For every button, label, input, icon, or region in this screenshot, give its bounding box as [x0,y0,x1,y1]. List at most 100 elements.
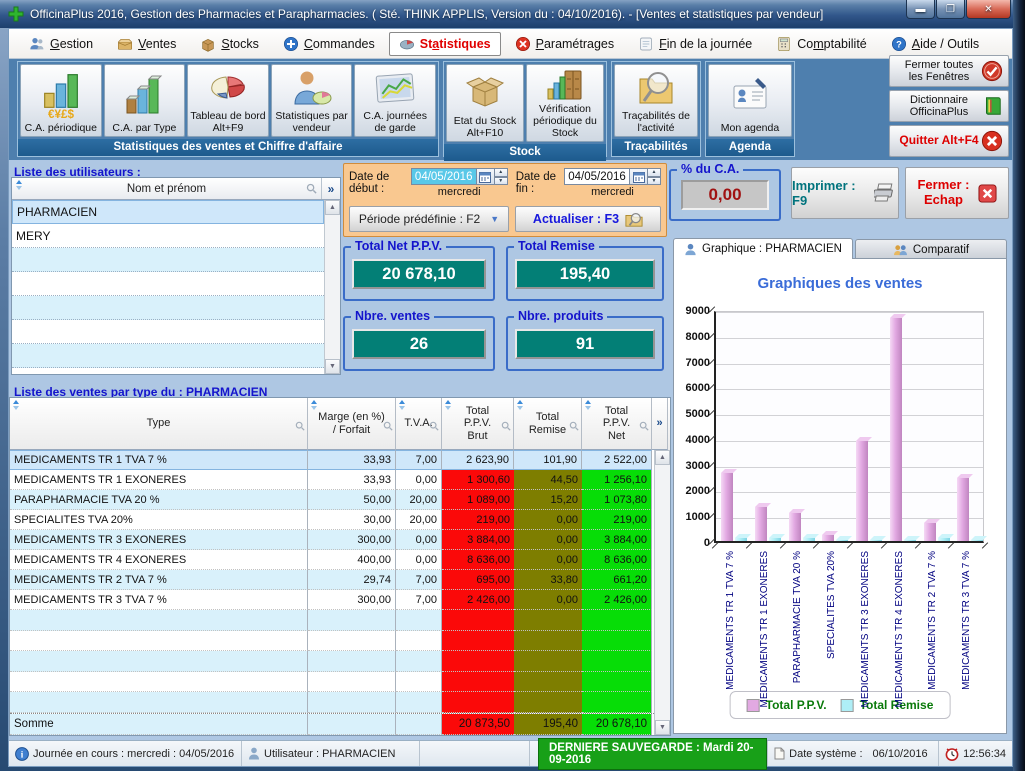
menu-item-fin-de-la-journ-e[interactable]: Fin de la journée [628,32,762,56]
gridline [716,312,983,313]
cell-5: 3 884,00 [582,530,652,550]
minimize-button[interactable]: ▬ [906,0,935,19]
status-backup-section: DERNIERE SAUVEGARDE : Mardi 20-09-2016 [530,738,767,770]
date-start-spinner[interactable]: ▲▼ [495,168,508,185]
table-row-empty[interactable] [10,692,654,713]
users-more-button[interactable]: » [322,178,340,199]
close-view-button[interactable]: Fermer :Echap [905,167,1009,219]
people-icon [893,244,908,256]
column-header-brut[interactable]: Total P.P.V. Brut [442,398,514,450]
toolbar-button-v-rification-p-riodique-du-stock[interactable]: Vérification périodique du Stock [526,64,604,142]
menu-item-gestion[interactable]: Gestion [19,32,103,56]
table-row-specialites-tva-20-[interactable]: SPECIALITES TVA 20%30,0020,00219,000,002… [10,510,654,530]
user-row-empty[interactable] [12,248,324,272]
legend-swatch-ppv [747,699,760,712]
column-header-marge[interactable]: Marge (en %) / Forfait [308,398,396,450]
user-row-mery[interactable]: MERY [12,224,324,248]
tab-graphique[interactable]: Graphique : PHARMACIEN [673,238,853,259]
x-axis-category-label: MEDICAMENTS TR 2 TVA 7 % [927,551,941,713]
close-button[interactable]: ✕ [966,0,1011,19]
calendar-icon[interactable] [477,168,495,185]
gridline [716,338,983,339]
toolbar-button-mon-agenda[interactable]: Mon agenda [708,64,792,137]
table-row-medicaments-tr-3-exoneres[interactable]: MEDICAMENTS TR 3 EXONERES300,000,003 884… [10,530,654,550]
table-row-medicaments-tr-3-tva-7-[interactable]: MEDICAMENTS TR 3 TVA 7 %300,007,002 426,… [10,590,654,610]
x-axis-category-label: MEDICAMENTS TR 4 EXONERES [894,551,908,713]
toolbar-button-etat-du-stock-alt-f10[interactable]: Etat du Stock Alt+F10 [446,64,524,142]
toolbar-button-c-a-p-riodique[interactable]: €¥£$C.A. périodique [20,64,102,137]
search-icon[interactable] [383,421,393,431]
sort-icon[interactable] [584,400,592,410]
toolbar-button-statistiques-par-vendeur[interactable]: Statistiques par vendeur [271,64,353,137]
sort-icon[interactable] [310,400,318,410]
refresh-button[interactable]: Actualiser : F3 [515,206,661,232]
status-system-date-section: Date système : 06/10/2016 [767,741,939,766]
sort-icon[interactable] [516,400,524,410]
app-icon [8,6,24,22]
column-header-remise[interactable]: Total Remise [514,398,582,450]
users-scrollbar[interactable]: ▲▼ [324,200,340,374]
sort-icon[interactable] [398,400,406,410]
user-row-empty[interactable] [12,344,324,368]
date-end-input[interactable]: 04/05/2016 [564,168,630,185]
users-list-header[interactable]: Nom et prénom » [12,178,340,200]
user-row-empty[interactable] [12,272,324,296]
menu-item-comptabilit-[interactable]: Comptabilité [766,32,877,56]
toolbar-button-tra-abilit-s-de-l-activit-[interactable]: Traçabilités de l'activité [614,64,698,137]
search-icon[interactable] [306,183,317,194]
menu-item-stocks[interactable]: Stocks [190,32,269,56]
toolbar-button-label: Vérification périodique du Stock [528,103,602,139]
toolbar-button-c-a-journ-es-de-garde[interactable]: C.A. journées de garde [354,64,436,137]
table-row-medicaments-tr-1-exoneres[interactable]: MEDICAMENTS TR 1 EXONERES33,930,001 300,… [10,470,654,490]
search-icon[interactable] [501,421,511,431]
table-row-medicaments-tr-2-tva-7-[interactable]: MEDICAMENTS TR 2 TVA 7 %29,747,00695,003… [10,570,654,590]
bar-total-ppv [957,478,969,541]
date-start-input[interactable]: 04/05/2016 [411,168,477,185]
toolbar-button-c-a-par-type[interactable]: C.A. par Type [104,64,186,137]
calendar-icon[interactable] [630,168,648,185]
search-icon[interactable] [295,421,305,431]
table-more-button[interactable]: » [652,398,668,450]
sort-icon[interactable] [444,400,452,410]
user-row-empty[interactable] [12,296,324,320]
search-icon[interactable] [429,421,439,431]
cell-4: 15,20 [514,490,582,510]
table-row-empty[interactable] [10,631,654,652]
column-header-tva[interactable]: T.V.A. [396,398,442,450]
gridline [716,389,983,390]
cell-5: 2 522,00 [582,450,652,470]
user-row-pharmacien[interactable]: PHARMACIEN [12,200,324,224]
column-header-net[interactable]: Total P.P.V. Net [582,398,652,450]
button-fermer-toutes-les-fen-tres[interactable]: Fermer toutes les Fenêtres [889,55,1009,87]
table-row-parapharmacie-tva-20-[interactable]: PARAPHARMACIE TVA 20 %50,0020,001 089,00… [10,490,654,510]
sort-icon[interactable] [15,180,23,190]
table-row-empty[interactable] [10,672,654,693]
predefined-period-button[interactable]: Période prédéfinie : F2▼ [349,206,509,232]
date-end-spinner[interactable]: ▲▼ [648,168,661,185]
cell-1: 33,93 [308,470,396,490]
table-row-medicaments-tr-1-tva-7-[interactable]: MEDICAMENTS TR 1 TVA 7 %33,937,002 623,9… [10,450,654,470]
toolbar-button-tableau-de-bord-alt-f9[interactable]: Tableau de bord Alt+F9 [187,64,269,137]
button-dictionnaire-officinaplus[interactable]: Dictionnaire OfficinaPlus [889,90,1009,122]
table-row-medicaments-tr-4-exoneres[interactable]: MEDICAMENTS TR 4 EXONERES400,000,008 636… [10,550,654,570]
table-scrollbar[interactable]: ▲▼ [654,450,670,735]
user-row-empty[interactable] [12,320,324,344]
search-icon[interactable] [639,421,649,431]
sort-icon[interactable] [12,400,20,410]
menu-item-aide-outils[interactable]: ?Aide / Outils [881,32,989,56]
menu-item-label: Comptabilité [797,37,867,51]
button-quitter-alt-f4[interactable]: Quitter Alt+F4 [889,125,1009,157]
table-row-empty[interactable] [10,651,654,672]
search-icon[interactable] [569,421,579,431]
menu-item-commandes[interactable]: Commandes [273,32,385,56]
menu-item-statistiques[interactable]: Statistiques [389,32,501,56]
column-header-type[interactable]: Type [10,398,308,450]
table-row-empty[interactable] [10,610,654,631]
gridline [716,364,983,365]
menu-item-param-trages[interactable]: Paramétrages [505,32,625,56]
tab-comparatif[interactable]: Comparatif [855,239,1007,260]
maximize-button[interactable]: ❐ [936,0,965,19]
x-axis-tick [813,542,819,548]
print-button[interactable]: Imprimer : F9 [791,167,899,219]
menu-item-ventes[interactable]: Ventes [107,32,186,56]
